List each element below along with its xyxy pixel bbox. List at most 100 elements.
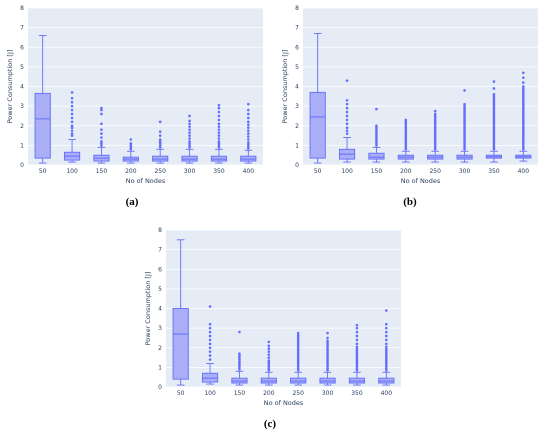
outlier-point: [492, 128, 496, 131]
outlier-point: [492, 144, 496, 147]
outlier-point: [188, 125, 191, 129]
outlier-point: [208, 322, 212, 326]
outlier-point: [492, 136, 496, 139]
caption-c: (c): [263, 418, 277, 430]
outlier-point: [70, 116, 74, 120]
outlier-point: [433, 130, 437, 133]
y-axis-title: Power Consumption [J]: [6, 50, 14, 124]
outlier-point: [326, 359, 329, 362]
outlier-point: [433, 118, 437, 122]
box-350: [485, 80, 503, 163]
y-tick-label: 0: [20, 162, 24, 169]
outlier-point: [463, 142, 466, 145]
outlier-point: [296, 337, 300, 341]
outlier-point: [463, 136, 466, 139]
outlier-point: [296, 361, 300, 364]
outlier-point: [522, 104, 525, 108]
outlier-point: [158, 144, 162, 147]
outlier-point: [433, 122, 437, 126]
y-tick-label: 8: [158, 227, 162, 234]
outlier-point: [385, 367, 388, 370]
outlier-point: [100, 142, 103, 145]
box-50: [172, 239, 189, 386]
outlier-point: [100, 144, 103, 147]
outlier-point: [385, 369, 388, 372]
outlier-point: [296, 351, 300, 354]
outlier-point: [385, 365, 388, 368]
outlier-point: [492, 87, 496, 90]
outlier-point: [492, 112, 496, 116]
outlier-point: [238, 330, 241, 334]
box-50: [34, 35, 51, 164]
outlier-point: [385, 330, 388, 334]
outlier-point: [355, 323, 359, 327]
outlier-point: [345, 110, 349, 114]
outlier-point: [326, 331, 329, 335]
outlier-point: [463, 134, 466, 137]
box-150: [93, 106, 110, 164]
outlier-point: [267, 340, 271, 344]
x-tick-label: 150: [371, 168, 383, 175]
x-tick-label: 300: [459, 168, 471, 175]
x-tick-label: 350: [488, 168, 500, 175]
outlier-point: [404, 126, 408, 130]
outlier-point: [267, 369, 271, 372]
outlier-point: [100, 112, 103, 116]
outlier-point: [385, 342, 388, 346]
outlier-point: [404, 142, 408, 145]
outlier-point: [267, 359, 271, 362]
outlier-point: [522, 136, 525, 139]
x-tick-label: 50: [314, 168, 322, 175]
outlier-point: [355, 330, 359, 334]
outlier-point: [188, 142, 191, 145]
outlier-point: [463, 140, 466, 143]
outlier-point: [492, 116, 496, 120]
y-tick-label: 8: [20, 5, 24, 12]
chart-panel-b: 0 1 2 3 4 5 6 7 8 50 100 150 200 250 300 350 400 No of No…: [275, 0, 550, 190]
outlier-point: [492, 80, 496, 83]
outlier-point: [404, 120, 408, 124]
outlier-point: [492, 93, 496, 96]
outlier-point: [522, 116, 525, 120]
outlier-point: [385, 361, 388, 364]
outlier-point: [433, 112, 437, 116]
outlier-point: [433, 138, 437, 141]
outlier-point: [433, 144, 437, 147]
outlier-point: [463, 146, 466, 149]
outlier-point: [296, 353, 300, 356]
outlier-point: [463, 112, 466, 116]
outlier-point: [522, 76, 525, 79]
y-tick-label: 7: [295, 25, 299, 32]
outlier-point: [522, 85, 525, 88]
outlier-point: [355, 365, 359, 368]
y-tick-label: 6: [295, 44, 299, 51]
outlier-point: [375, 128, 378, 131]
y-tick-label: 2: [158, 345, 162, 352]
outlier-point: [404, 132, 408, 135]
outlier-point: [326, 339, 329, 343]
outlier-point: [522, 146, 525, 149]
y-tick-label: 6: [158, 266, 162, 273]
outlier-point: [345, 106, 349, 110]
outlier-point: [385, 349, 388, 352]
outlier-point: [100, 122, 103, 126]
outlier-point: [296, 367, 300, 370]
outlier-point: [355, 347, 359, 351]
y-tick-label: 1: [158, 364, 162, 371]
outlier-point: [522, 95, 525, 98]
outlier-point: [158, 142, 162, 145]
outlier-point: [100, 108, 103, 112]
outlier-point: [463, 138, 466, 141]
outlier-point: [326, 357, 329, 360]
outlier-point: [463, 128, 466, 131]
outlier-point: [188, 114, 191, 118]
y-tick-label: 7: [158, 247, 162, 254]
outlier-point: [326, 361, 329, 364]
outlier-point: [326, 369, 329, 372]
outlier-point: [522, 120, 525, 124]
box-300: [181, 114, 198, 164]
outlier-point: [217, 110, 221, 114]
outlier-point: [296, 365, 300, 368]
outlier-point: [70, 132, 74, 135]
outlier-point: [70, 126, 74, 130]
